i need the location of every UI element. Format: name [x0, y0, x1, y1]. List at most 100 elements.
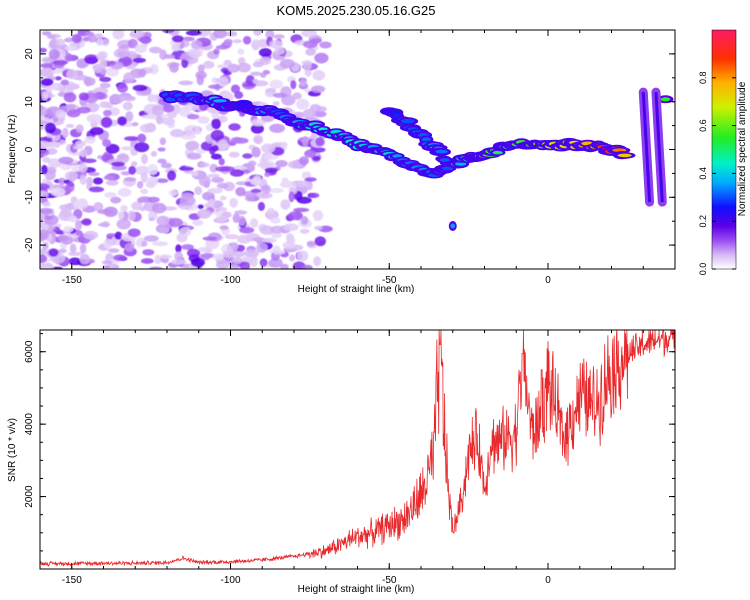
spectrogram-ytick-label: 10 — [24, 96, 35, 108]
noise-blob — [239, 261, 251, 269]
noise-blob — [108, 60, 116, 66]
noise-blob — [147, 93, 156, 103]
noise-blob — [172, 104, 181, 115]
noise-blob — [140, 172, 148, 183]
noise-blob — [299, 156, 309, 166]
noise-blob — [264, 172, 271, 177]
spectrogram-ylabel: Frequency (Hz) — [7, 115, 18, 184]
colorbar-tick-label: 0.6 — [698, 119, 708, 132]
noise-blob — [262, 237, 277, 243]
noise-blob — [264, 167, 279, 173]
noise-blob — [75, 124, 84, 133]
noise-blob — [149, 46, 162, 54]
noise-blob — [250, 188, 262, 193]
noise-blob — [40, 63, 54, 69]
noise-blob — [215, 211, 223, 217]
vertical-streak-core — [641, 92, 652, 203]
noise-blob — [43, 214, 59, 226]
noise-blob — [46, 166, 57, 174]
noise-blob — [159, 137, 167, 146]
noise-blob — [42, 156, 51, 163]
noise-blob — [88, 172, 100, 177]
noise-blob — [137, 133, 147, 143]
snr-xtick-label: -50 — [382, 575, 397, 586]
noise-blob — [316, 106, 327, 112]
noise-blob — [104, 175, 115, 180]
noise-blob — [256, 242, 268, 253]
noise-blob — [120, 146, 135, 151]
spectrogram-xtick-label: -50 — [382, 275, 397, 286]
noise-blob — [159, 226, 170, 234]
noise-blob — [235, 187, 246, 197]
noise-blob — [270, 225, 284, 234]
noise-blob — [229, 242, 239, 251]
noise-blob — [52, 69, 63, 75]
noise-blob — [299, 228, 310, 234]
noise-blob — [96, 52, 106, 61]
noise-blob — [132, 84, 148, 92]
noise-blob — [99, 101, 111, 109]
colorbar-tick-label: 0.0 — [698, 263, 708, 276]
noise-blob — [59, 204, 74, 211]
noise-blob — [200, 141, 215, 152]
noise-blob — [41, 164, 48, 175]
noise-blob — [44, 84, 53, 94]
noise-blob — [301, 264, 313, 269]
noise-blob — [103, 109, 112, 117]
noise-blob — [112, 30, 125, 40]
noise-blob — [119, 44, 129, 49]
noise-blob — [68, 171, 77, 183]
noise-blob — [65, 123, 75, 128]
noise-blob — [72, 201, 82, 209]
noise-blob — [40, 190, 49, 198]
noise-blob — [80, 219, 92, 225]
noise-blob — [57, 234, 69, 243]
noise-blob — [141, 153, 148, 165]
colorbar: 0.0 0.2 0.4 0.6 0.8 Normalized spectral ampl… — [698, 29, 748, 276]
noise-blob — [140, 188, 149, 195]
noise-blob — [79, 243, 87, 254]
noise-blob — [55, 45, 67, 51]
noise-blob — [312, 155, 321, 161]
noise-blob — [178, 166, 194, 171]
noise-blob — [199, 162, 210, 168]
noise-blob — [265, 88, 277, 93]
noise-blob — [171, 44, 181, 52]
noise-blob — [210, 153, 222, 160]
noise-blob — [197, 116, 210, 124]
snr-xlabel: Height of straight line (km) — [298, 584, 415, 595]
noise-blob — [174, 251, 184, 261]
noise-blob — [127, 38, 138, 49]
noise-blob — [287, 160, 303, 169]
noise-blob — [155, 115, 164, 125]
noise-blob — [179, 106, 190, 117]
noise-blob — [123, 177, 137, 182]
noise-blob — [44, 122, 57, 134]
noise-blob — [58, 177, 66, 186]
noise-blob — [123, 72, 136, 83]
noise-blob — [40, 147, 48, 155]
noise-blob — [211, 118, 222, 130]
ridge-peak — [617, 153, 632, 158]
noise-blob — [109, 94, 125, 104]
noise-blob — [83, 230, 99, 240]
snr-xtick-label: 0 — [545, 575, 551, 586]
noise-blob — [157, 158, 167, 164]
noise-blob — [265, 30, 275, 40]
noise-blob — [188, 49, 201, 59]
noise-blob — [261, 143, 276, 154]
noise-blob — [271, 231, 282, 239]
noise-blob — [312, 210, 324, 221]
noise-blob — [40, 47, 47, 53]
noise-blob — [185, 30, 202, 36]
noise-blob — [40, 106, 49, 116]
noise-blob — [297, 250, 309, 262]
isolated-blob-peak — [450, 223, 456, 229]
noise-blob — [55, 109, 67, 120]
noise-blob — [64, 45, 77, 52]
ridge-peak — [492, 150, 503, 155]
noise-blob — [48, 49, 61, 60]
noise-blob — [40, 265, 50, 269]
noise-blob — [279, 180, 296, 188]
